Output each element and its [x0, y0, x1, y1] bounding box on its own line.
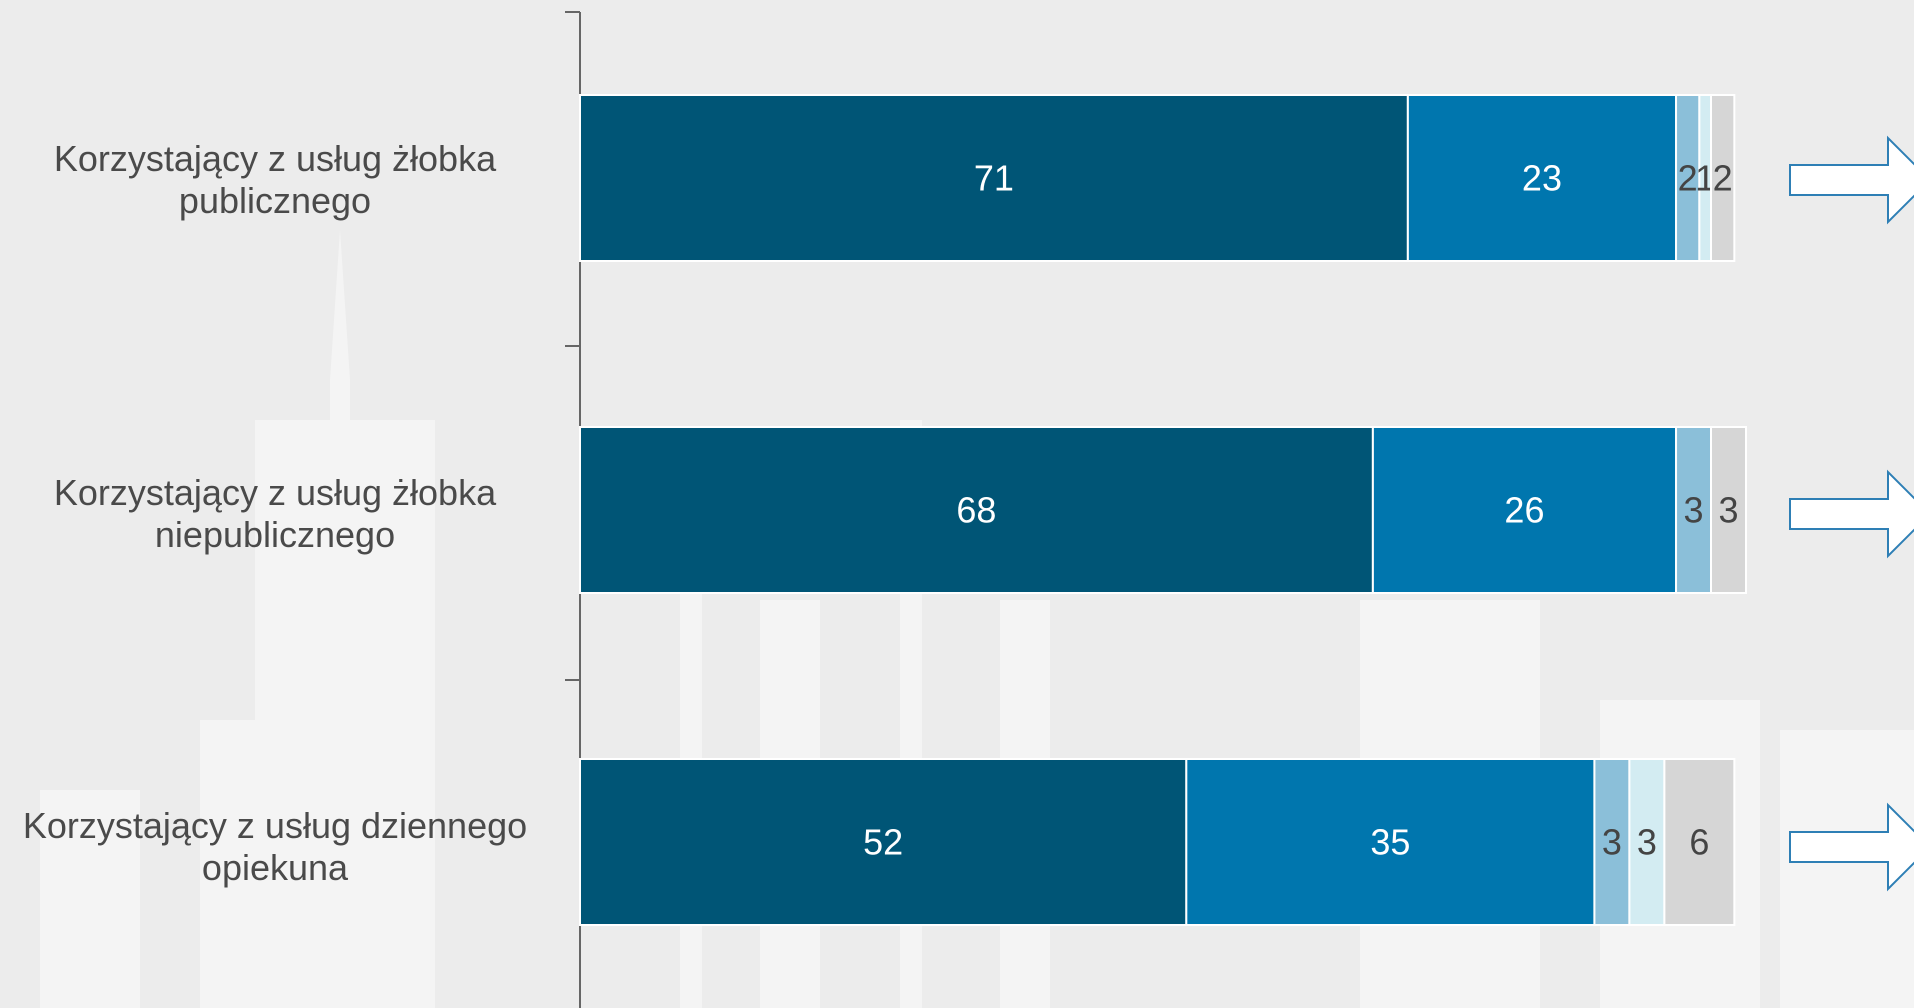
arrows — [1789, 135, 1914, 892]
bar-segment — [1371, 426, 1678, 594]
value-label: 3 — [1684, 490, 1704, 531]
value-label: 3 — [1637, 822, 1657, 863]
bar-segment — [1663, 758, 1736, 926]
value-label: 3 — [1602, 822, 1622, 863]
value-label: 68 — [956, 490, 996, 531]
bar-segment — [1710, 426, 1748, 594]
category-label: Korzystający z usług żłobka niepubliczne… — [53, 472, 497, 555]
category-label: Korzystający z usług żłobka publicznego — [53, 138, 497, 221]
category-label: Korzystający z usług dziennego opiekuna — [22, 805, 528, 888]
value-label: 71 — [974, 158, 1014, 199]
value-label: 3 — [1718, 490, 1738, 531]
value-label: 52 — [863, 822, 903, 863]
bar-segment — [1675, 426, 1713, 594]
bar-segment — [579, 94, 1409, 262]
axis — [565, 11, 581, 1008]
value-label: 23 — [1522, 158, 1562, 199]
value-label: 26 — [1504, 490, 1544, 531]
bar-segment — [1185, 758, 1596, 926]
bar-segment — [1628, 758, 1666, 926]
bar-segment — [1593, 758, 1631, 926]
value-label: 35 — [1370, 822, 1410, 863]
value-label: 2 — [1678, 158, 1698, 199]
value-label: 6 — [1689, 822, 1709, 863]
value-label: 2 — [1713, 158, 1733, 199]
bar-segment — [579, 758, 1188, 926]
bar-segment — [1710, 94, 1736, 262]
bar-segment — [579, 426, 1374, 594]
bar-segment — [1406, 94, 1678, 262]
